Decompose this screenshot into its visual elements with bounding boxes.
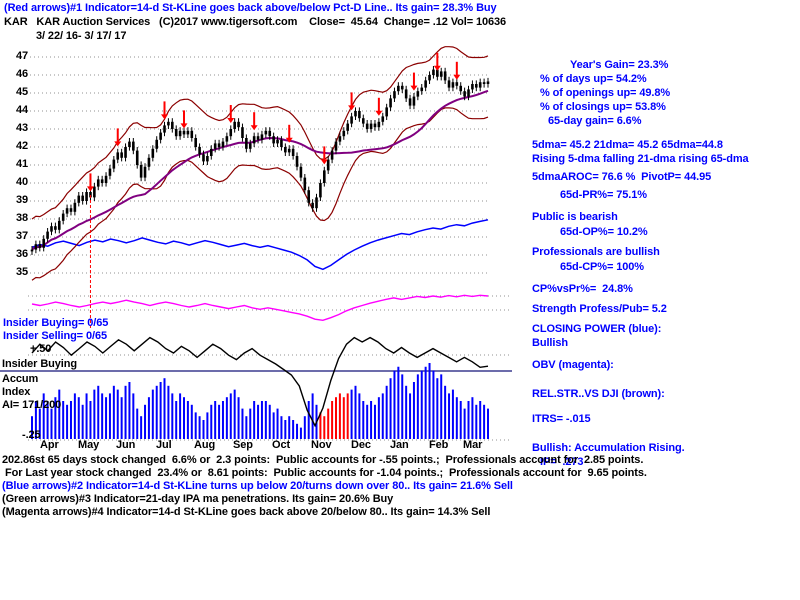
x-axis-month-label: Jan [390, 439, 409, 451]
y-axis-label: 37 [15, 230, 28, 242]
upper-band [31, 46, 489, 220]
x-axis-month-label: Mar [463, 439, 483, 451]
ma-65-line [31, 89, 489, 251]
closing-power-line [31, 219, 489, 271]
footer-line: For Last year stock changed 23.4% or 8.6… [2, 467, 647, 479]
footer-line: 202.86st 65 days stock changed 6.6% or 2… [2, 454, 644, 466]
y-axis-label: 38 [15, 212, 28, 224]
right-panel-stat: CP%vsPr%= 24.8% [532, 283, 633, 295]
y-axis-label: 35 [15, 266, 28, 278]
y-axis-label: 42 [15, 140, 28, 152]
right-panel-stat: IP= .273 [540, 456, 584, 468]
y-axis-label: 39 [15, 194, 28, 206]
candles [30, 66, 490, 255]
lower-band [31, 107, 489, 281]
left-axis-label: Insider Buying [2, 358, 77, 370]
x-axis-month-label: Apr [40, 439, 59, 451]
footer-line: (Green arrows)#3 Indicator=21-day IPA ma… [2, 493, 394, 505]
right-panel-stat: % of openings up= 49.8% [540, 87, 671, 99]
x-axis-month-label: Nov [311, 439, 332, 451]
left-axis-label: -.25 [22, 429, 41, 441]
y-axis-label: 43 [15, 122, 28, 134]
right-panel-stat: 5dma= 45.2 21dma= 45.2 65dma=44.8 [532, 139, 723, 151]
y-axis-label: 45 [15, 86, 28, 98]
x-axis-month-label: Dec [351, 439, 371, 451]
right-panel-stat: % of closings up= 53.8% [540, 101, 666, 113]
x-axis-month-label: Aug [194, 439, 216, 451]
legend-red-arrows-line: (Red arrows)#1 Indicator=14-d St-KLine g… [4, 2, 497, 14]
x-axis-month-label: Jul [156, 439, 172, 451]
y-axis-label: 44 [15, 104, 28, 116]
right-panel-stat: Year's Gain= 23.3% [570, 59, 669, 71]
y-axis-label: 47 [15, 50, 28, 62]
right-panel-stat: 5dmaAROC= 76.6 % PivotP= 44.95 [532, 171, 712, 183]
x-axis-month-label: Oct [272, 439, 291, 451]
date-range: 3/ 22/ 16- 3/ 17/ 17 [36, 30, 127, 42]
footer-line: (Magenta arrows)#4 Indicator=14-d St-KLi… [2, 506, 491, 518]
right-panel-stat: Public is bearish [532, 211, 618, 223]
right-panel-stat: REL.STR..VS DJI (brown): [532, 388, 665, 400]
right-panel-stat: Bullish [532, 337, 568, 349]
y-axis-label: 46 [15, 68, 28, 80]
x-axis-month-label: May [78, 439, 100, 451]
y-axis-label: 36 [15, 248, 28, 260]
volume-bars [31, 363, 489, 439]
obv-line [31, 294, 489, 322]
accum-index-line [31, 336, 489, 428]
right-panel-stat: 65d-CP%= 100% [560, 261, 644, 273]
left-axis-label: Insider Buying= 0/65 [3, 317, 109, 329]
left-axis-label: Accum [2, 373, 39, 385]
right-panel-stat: CLOSING POWER (blue): [532, 323, 662, 335]
y-axis-label: 40 [15, 176, 28, 188]
y-axis-label: 41 [15, 158, 28, 170]
right-panel-stat: 65d-OP%= 10.2% [560, 226, 648, 238]
right-panel-stat: 65d-PR%= 75.1% [560, 189, 647, 201]
right-panel-stat: 65-day gain= 6.6% [548, 115, 642, 127]
right-panel-stat: Strength Profess/Pub= 5.2 [532, 303, 667, 315]
right-panel-stat: Bullish: Accumulation Rising. [532, 442, 685, 454]
title-line: KAR KAR Auction Services (C)2017 www.tig… [4, 16, 507, 28]
signal-arrows [86, 52, 461, 192]
right-panel-stat: Rising 5-dma falling 21-dma rising 65-dm… [532, 153, 749, 165]
left-axis-label: AI= 171/200 [2, 399, 62, 411]
left-axis-label: Index [2, 386, 31, 398]
x-axis-month-label: Feb [429, 439, 449, 451]
x-axis-month-label: Sep [233, 439, 253, 451]
left-axis-label: Insider Selling= 0/65 [3, 330, 107, 342]
right-panel-stat: % of days up= 54.2% [540, 73, 647, 85]
right-panel-stat: ITRS= -.015 [532, 413, 591, 425]
x-axis-month-label: Jun [116, 439, 136, 451]
footer-line: (Blue arrows)#2 Indicator=14-d St-KLine … [2, 480, 513, 492]
right-panel-stat: Professionals are bullish [532, 246, 660, 258]
left-axis-label: +.50 [30, 343, 52, 355]
right-panel-stat: OBV (magenta): [532, 359, 614, 371]
